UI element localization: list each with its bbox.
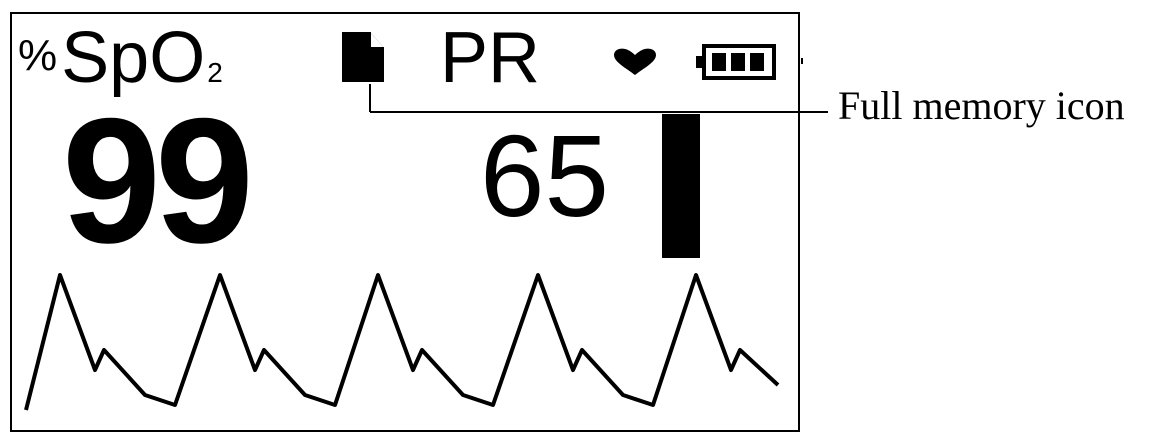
plethysmogram-waveform [24,273,780,411]
battery-icon [696,44,776,80]
spo2-label-subscript: 2 [207,57,223,88]
pulse-rate-value: 65 [480,111,610,241]
pr-label: PR [440,18,541,98]
spo2-label: %SpO2 [18,22,223,94]
memory-card-icon [342,32,384,82]
spo2-percent-symbol: % [18,31,58,80]
spo2-label-main: SpO [61,18,206,98]
spo2-value: 99 [62,81,254,280]
full-memory-icon-callout: Full memory icon [838,83,1125,128]
pleth-wave-line [24,273,780,411]
heart-icon [614,48,656,75]
pulse-intensity-bar [662,114,700,258]
